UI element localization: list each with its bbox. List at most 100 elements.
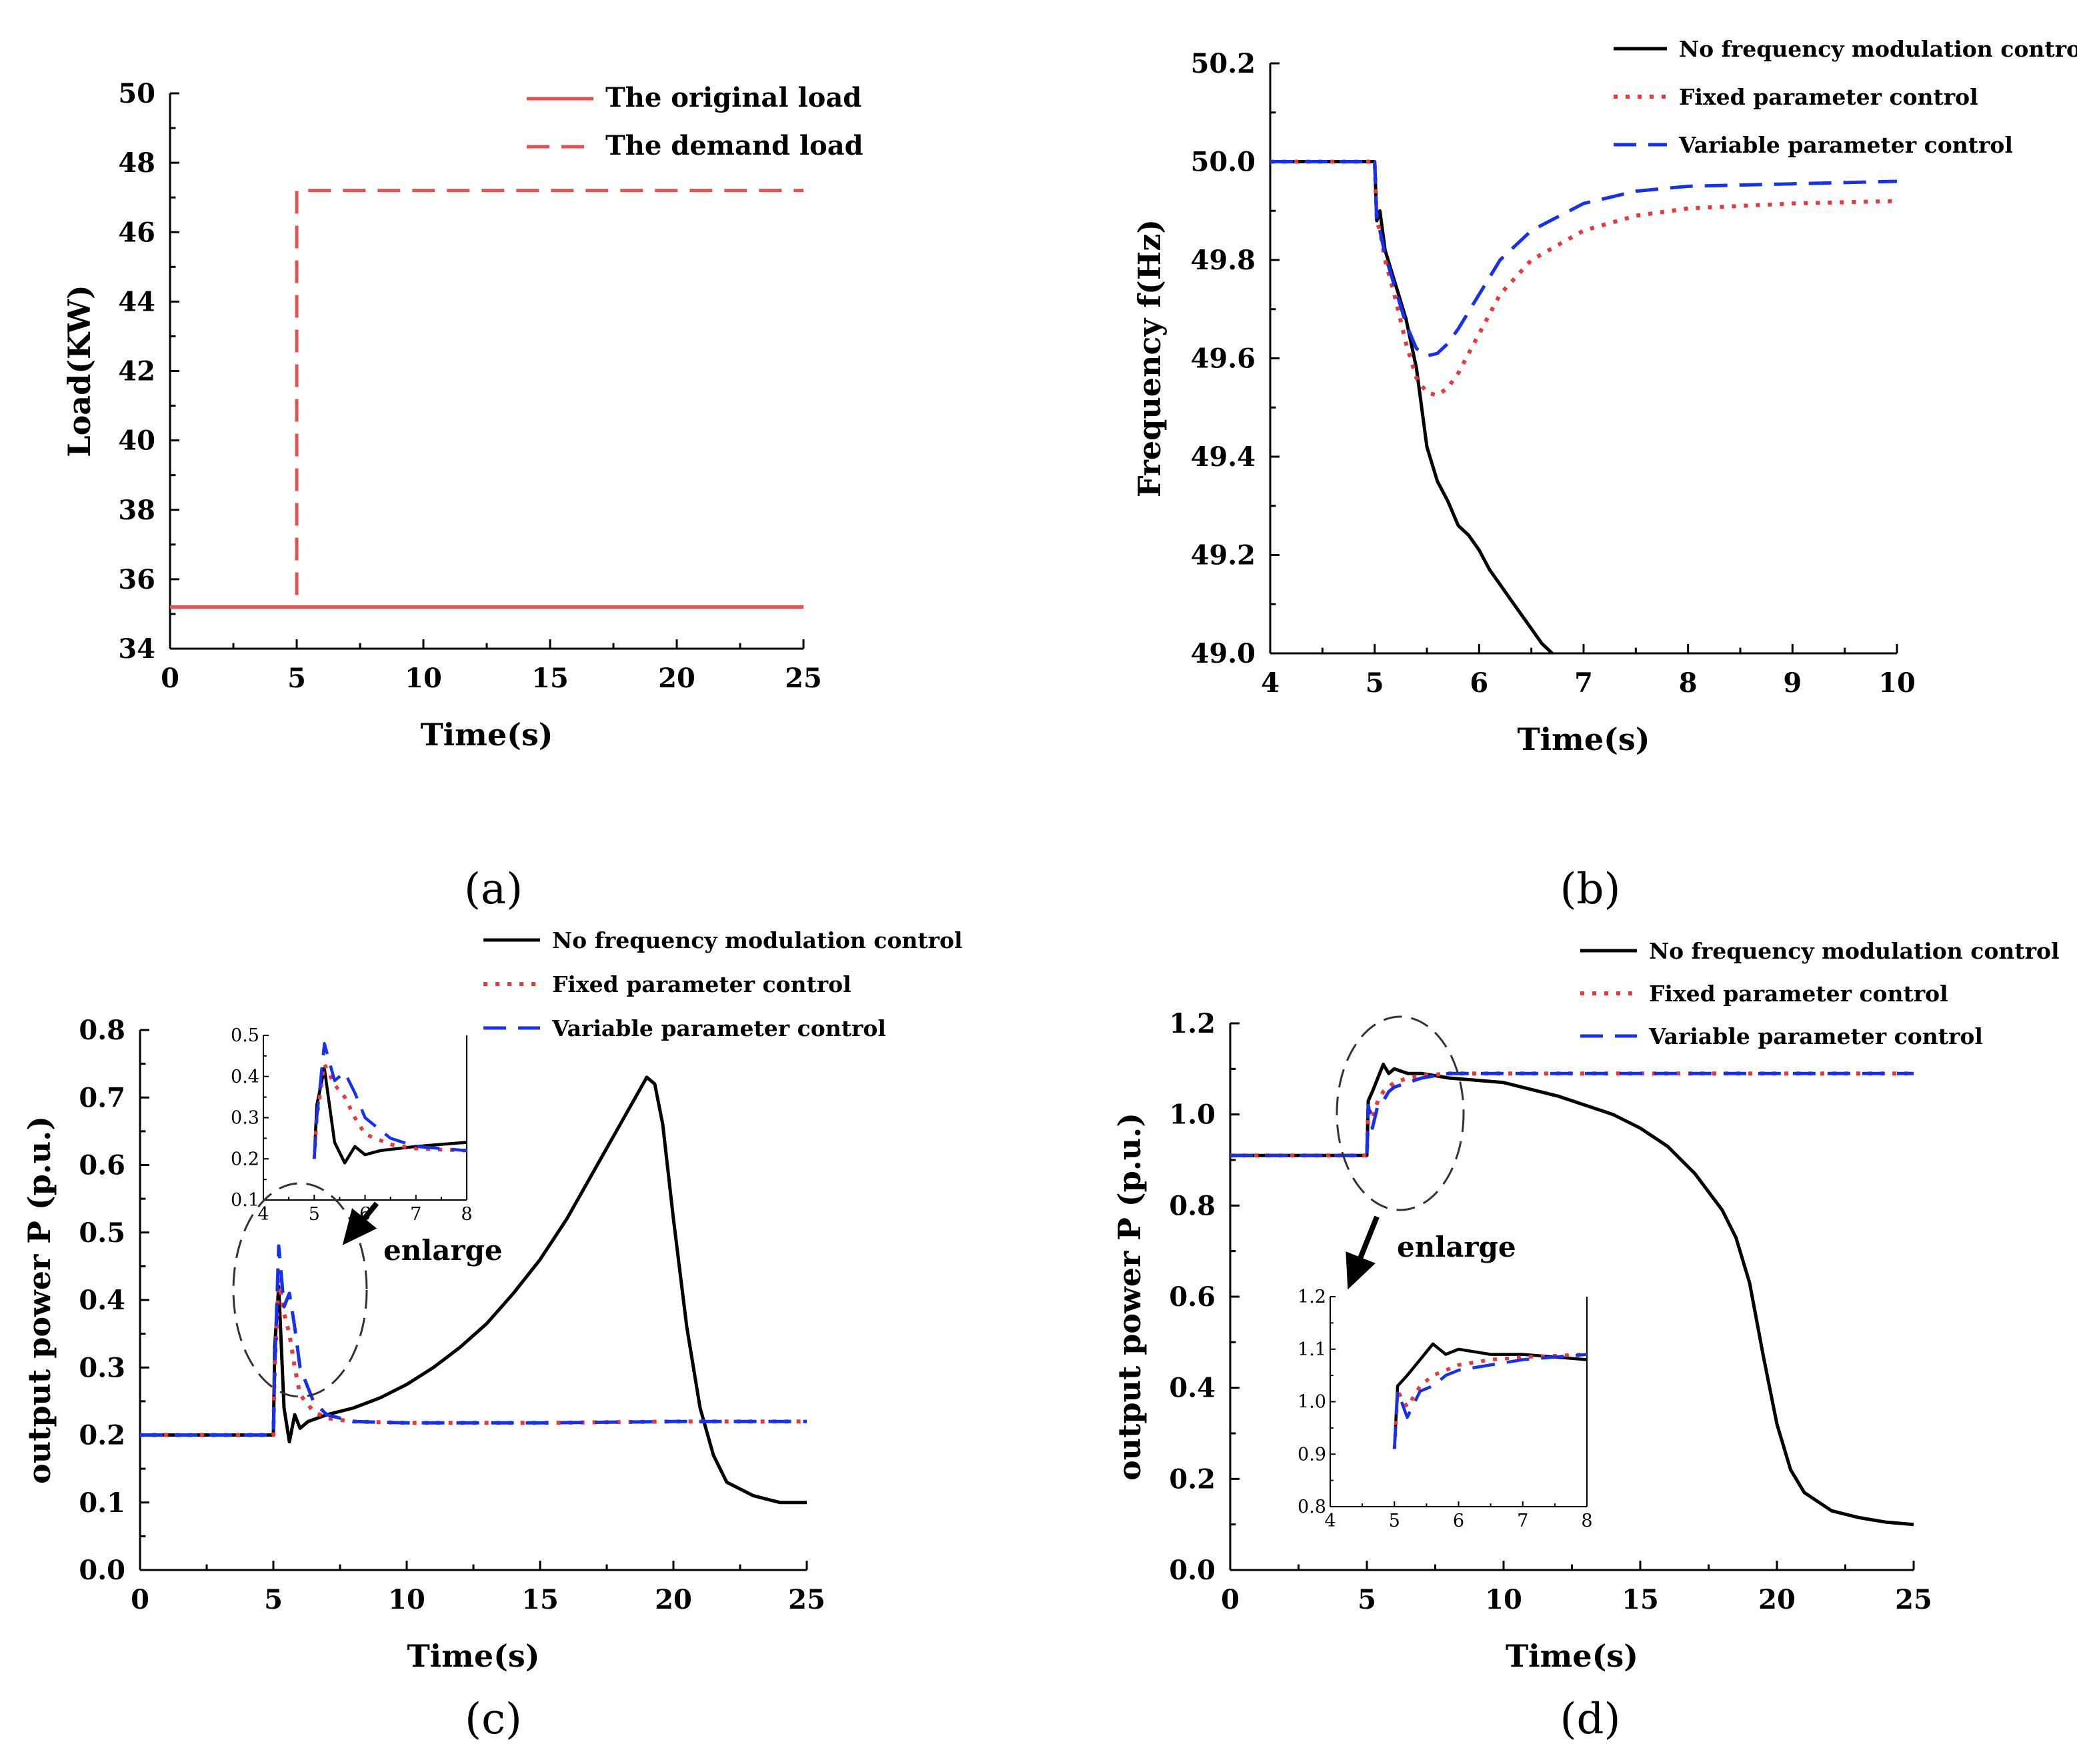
x-tick-label: 4 bbox=[257, 1204, 269, 1225]
x-tick-label: 7 bbox=[1517, 1511, 1528, 1531]
y-tick-label: 0.0 bbox=[79, 1555, 125, 1586]
zoom-ellipse bbox=[1336, 1015, 1465, 1211]
panel-caption: (d) bbox=[1560, 1695, 1621, 1744]
y-tick-label: 34 bbox=[118, 633, 155, 665]
zoom-ellipse bbox=[232, 1182, 368, 1398]
x-tick-label: 25 bbox=[785, 663, 822, 694]
legend-label: No frequency modulation control bbox=[1649, 938, 2060, 964]
y-tick-label: 42 bbox=[118, 356, 155, 387]
series-line bbox=[1230, 1063, 1914, 1527]
x-tick-label: 15 bbox=[1622, 1584, 1659, 1615]
y-tick-label: 0.0 bbox=[1169, 1555, 1216, 1586]
panel-caption: (c) bbox=[465, 1695, 522, 1744]
series-line bbox=[1392, 1352, 1587, 1449]
x-tick-label: 10 bbox=[405, 663, 442, 694]
enlarge-label: enlarge bbox=[1397, 1231, 1516, 1263]
x-tick-label: 5 bbox=[1358, 1584, 1376, 1615]
y-tick-label: 49.6 bbox=[1191, 343, 1256, 375]
y-tick-label: 0.4 bbox=[79, 1285, 125, 1316]
y-tick-label: 36 bbox=[118, 564, 155, 595]
y-tick-label: 0.3 bbox=[79, 1352, 125, 1383]
x-tick-label: 10 bbox=[1878, 667, 1916, 699]
x-tick-label: 15 bbox=[521, 1584, 559, 1615]
y-tick-label: 0.6 bbox=[1169, 1281, 1216, 1313]
x-axis-label: Time(s) bbox=[1517, 721, 1650, 757]
y-tick-label: 0.5 bbox=[79, 1217, 125, 1249]
panel-b: 49.0 49.2 49.4 49.6 49.8 50.0 50.2 4 5 6 7 8 9 10 Time… bbox=[1132, 36, 2077, 914]
x-tick-label: 5 bbox=[1366, 667, 1384, 699]
y-tick-label: 0.2 bbox=[79, 1420, 125, 1451]
x-tick-label: 7 bbox=[410, 1204, 421, 1225]
x-axis-label: Time(s) bbox=[420, 717, 553, 753]
x-tick-label: 5 bbox=[264, 1584, 283, 1615]
x-tick-label: 8 bbox=[1581, 1511, 1592, 1531]
y-tick-label: 49.4 bbox=[1191, 441, 1256, 473]
y-tick-label: 0.7 bbox=[79, 1082, 125, 1113]
y-axis-label: output power P (p.u.) bbox=[1112, 1113, 1148, 1481]
x-tick-label: 4 bbox=[1261, 667, 1280, 699]
x-tick-label: 5 bbox=[309, 1204, 320, 1225]
series-line bbox=[1230, 1071, 1914, 1158]
series-line bbox=[1270, 159, 1897, 397]
y-tick-label: 1.2 bbox=[1298, 1287, 1326, 1307]
x-tick-label: 5 bbox=[287, 663, 306, 694]
x-tick-label: 25 bbox=[1895, 1584, 1932, 1615]
panel-c: 0.0 0.1 0.2 0.3 0.4 0.5 0.6 0.7 0.8 0 5 10 15 20 25 Tim… bbox=[21, 927, 963, 1744]
series-line bbox=[312, 1062, 467, 1159]
inset-background bbox=[1330, 1297, 1587, 1507]
legend-label: Variable parameter control bbox=[1648, 1023, 1983, 1049]
y-tick-label: 50.2 bbox=[1191, 48, 1256, 79]
legend-label: Variable parameter control bbox=[551, 1015, 886, 1041]
y-tick-label: 0.6 bbox=[79, 1150, 125, 1181]
y-tick-label: 1.2 bbox=[1169, 1008, 1216, 1039]
y-tick-label: 38 bbox=[118, 495, 155, 526]
y-tick-label: 50 bbox=[118, 78, 155, 109]
x-tick-label: 5 bbox=[1389, 1511, 1400, 1531]
panel-d: 0.0 0.2 0.4 0.6 0.8 1.0 1.2 0 5 10 15 20 25 Time(s) ou… bbox=[1112, 938, 2060, 1744]
x-tick-label: 10 bbox=[388, 1584, 425, 1615]
x-tick-label: 8 bbox=[1679, 667, 1698, 699]
x-tick-label: 6 bbox=[1453, 1511, 1464, 1531]
enlarge-arrow-head bbox=[1346, 1251, 1376, 1290]
series-line bbox=[170, 189, 803, 609]
x-tick-label: 0 bbox=[131, 1584, 149, 1615]
legend-label: The demand load bbox=[605, 130, 863, 161]
y-tick-label: 0.3 bbox=[231, 1108, 259, 1129]
y-tick-label: 1.0 bbox=[1169, 1099, 1216, 1131]
x-tick-label: 4 bbox=[1324, 1511, 1336, 1531]
y-tick-label: 0.9 bbox=[1298, 1444, 1326, 1465]
x-tick-label: 9 bbox=[1783, 667, 1802, 699]
legend-label: No frequency modulation control bbox=[552, 927, 963, 953]
x-tick-label: 6 bbox=[1470, 667, 1488, 699]
x-axis-label: Time(s) bbox=[407, 1638, 539, 1674]
y-tick-label: 0.4 bbox=[1169, 1373, 1216, 1404]
y-tick-label: 1.1 bbox=[1298, 1339, 1326, 1360]
y-tick-label: 0.5 bbox=[231, 1025, 259, 1046]
x-tick-label: 20 bbox=[1758, 1584, 1796, 1615]
y-tick-label: 0.4 bbox=[231, 1067, 259, 1087]
series-line bbox=[140, 1075, 807, 1505]
legend-label: Variable parameter control bbox=[1678, 132, 2013, 158]
y-tick-label: 0.1 bbox=[79, 1487, 125, 1519]
enlarge-arrow-head bbox=[342, 1208, 377, 1245]
y-tick-label: 49.2 bbox=[1191, 540, 1256, 571]
x-tick-label: 0 bbox=[161, 663, 179, 694]
x-tick-label: 7 bbox=[1574, 667, 1593, 699]
x-tick-label: 0 bbox=[1221, 1584, 1240, 1615]
y-tick-label: 50.0 bbox=[1191, 147, 1256, 178]
legend-label: Fixed parameter control bbox=[1679, 84, 1978, 110]
series-line bbox=[1230, 1071, 1914, 1157]
legend-label: Fixed parameter control bbox=[552, 971, 851, 997]
series-line bbox=[1393, 1353, 1587, 1449]
legend-label: No frequency modulation control bbox=[1679, 36, 2077, 62]
y-tick-label: 40 bbox=[118, 425, 155, 457]
y-tick-label: 0.8 bbox=[79, 1015, 125, 1046]
y-tick-label: 0.2 bbox=[231, 1149, 259, 1169]
x-tick-label: 25 bbox=[788, 1584, 825, 1615]
y-axis-label: Frequency f(Hz) bbox=[1132, 219, 1168, 497]
series-line bbox=[140, 1244, 807, 1437]
y-axis-label: output power P (p.u.) bbox=[21, 1116, 57, 1484]
enlarge-label: enlarge bbox=[383, 1234, 503, 1267]
y-tick-label: 49.0 bbox=[1191, 638, 1256, 669]
